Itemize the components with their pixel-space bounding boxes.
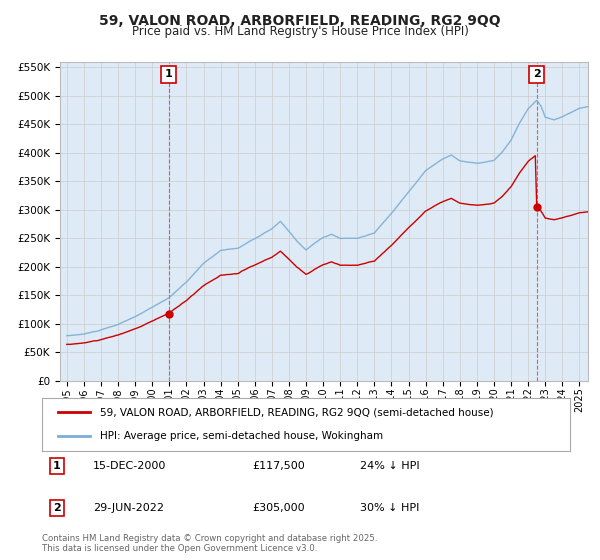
Text: 24% ↓ HPI: 24% ↓ HPI bbox=[360, 461, 419, 471]
Text: 29-JUN-2022: 29-JUN-2022 bbox=[93, 503, 164, 513]
Text: 2: 2 bbox=[53, 503, 61, 513]
Text: 1: 1 bbox=[165, 69, 173, 80]
Text: £305,000: £305,000 bbox=[252, 503, 305, 513]
Text: 30% ↓ HPI: 30% ↓ HPI bbox=[360, 503, 419, 513]
Text: 59, VALON ROAD, ARBORFIELD, READING, RG2 9QQ: 59, VALON ROAD, ARBORFIELD, READING, RG2… bbox=[99, 14, 501, 28]
Text: 15-DEC-2000: 15-DEC-2000 bbox=[93, 461, 166, 471]
Text: Contains HM Land Registry data © Crown copyright and database right 2025.
This d: Contains HM Land Registry data © Crown c… bbox=[42, 534, 377, 553]
Text: HPI: Average price, semi-detached house, Wokingham: HPI: Average price, semi-detached house,… bbox=[100, 431, 383, 441]
Text: £117,500: £117,500 bbox=[252, 461, 305, 471]
Text: 2: 2 bbox=[533, 69, 541, 80]
Text: 1: 1 bbox=[53, 461, 61, 471]
Text: Price paid vs. HM Land Registry's House Price Index (HPI): Price paid vs. HM Land Registry's House … bbox=[131, 25, 469, 38]
Text: 59, VALON ROAD, ARBORFIELD, READING, RG2 9QQ (semi-detached house): 59, VALON ROAD, ARBORFIELD, READING, RG2… bbox=[100, 408, 494, 418]
